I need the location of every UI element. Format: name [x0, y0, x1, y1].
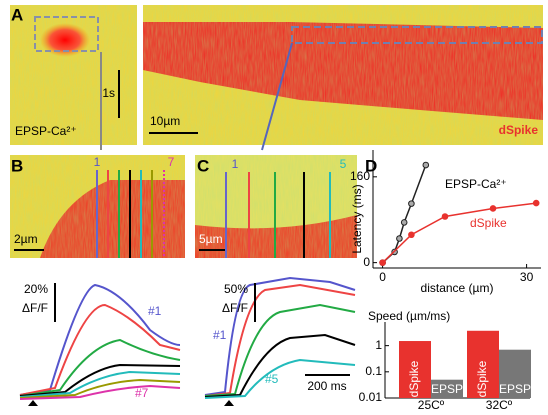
group-label: 25Cº: [418, 398, 445, 410]
traces: [19, 283, 181, 400]
trace-label: dSpike: [499, 123, 539, 137]
space-scale: 5µm: [199, 232, 223, 246]
bar-label: EPSP: [431, 382, 463, 396]
bar: [499, 349, 531, 398]
panel-b: 1 7 2µm B 20% ΔF/F #1 #7: [10, 155, 185, 406]
point: [408, 231, 415, 239]
point: [532, 199, 540, 207]
y-tick-label: 0.01: [359, 390, 383, 404]
panel-label: A: [11, 5, 23, 24]
space-scale: 2µm: [14, 232, 38, 246]
point: [379, 259, 386, 266]
panel-c: 1 5 5µm C 50% ΔF/F #1 #5 200 ms: [195, 155, 357, 406]
roi: [34, 16, 99, 52]
legend-label: EPSP-Ca²⁺: [445, 177, 507, 191]
point: [396, 235, 403, 242]
bar-label: dSpike: [407, 360, 421, 397]
time-scale: 1s: [102, 86, 115, 100]
y-tick-label: 1: [375, 338, 382, 352]
line-label: 5: [340, 157, 347, 171]
legend-label: dSpike: [470, 216, 507, 230]
time-scale: 200 ms: [307, 379, 346, 393]
point: [400, 219, 408, 226]
group-label: 32Cº: [486, 398, 513, 410]
point: [408, 200, 415, 207]
bar-label: EPSP: [499, 382, 531, 396]
y-axis-label: Latency (ms): [350, 184, 364, 253]
point: [441, 213, 449, 220]
y-tick-label: 0: [363, 255, 370, 269]
blob: [40, 23, 90, 57]
stim-marker: [224, 400, 234, 406]
lines: [225, 172, 331, 258]
panel-label: D: [365, 156, 377, 175]
traces: [204, 276, 356, 399]
line-label: 7: [168, 155, 175, 169]
stim-marker: [28, 400, 38, 406]
panel-a: 1s EPSP-Ca²⁺ A 10µm dSpike: [10, 5, 543, 151]
bar: [399, 341, 431, 398]
trace-label: #7: [135, 386, 149, 400]
x-axis-label: distance (µm): [421, 281, 494, 295]
amp-scale: 50%: [224, 282, 248, 296]
bar: [467, 330, 499, 398]
point: [489, 205, 497, 212]
y-tick-label: 0.1: [365, 364, 382, 378]
panel-label: B: [11, 156, 23, 175]
panel-label: C: [197, 156, 209, 175]
trace-label: #1: [148, 304, 162, 318]
amp-unit: ΔF/F: [22, 301, 48, 315]
charts: 0 160 0 30 distance (µm) Latency (ms) EPSP-Ca²…: [350, 150, 541, 412]
arrow: [261, 42, 293, 151]
lines: [96, 170, 165, 258]
x-tick-label: 30: [520, 270, 534, 284]
y-tick-label: 160: [350, 169, 370, 183]
amp-scale: 20%: [24, 282, 48, 296]
trace-label: #5: [265, 372, 279, 386]
series-line: [382, 202, 537, 264]
point: [422, 161, 430, 169]
chart-title: Speed (µm/ms): [368, 309, 450, 323]
trace-label: #1: [213, 328, 227, 342]
line-label: 1: [232, 157, 239, 171]
bar: [431, 379, 463, 398]
caption: EPSP-Ca²⁺: [15, 124, 77, 138]
x-tick-label: 0: [379, 270, 386, 284]
amp-unit: ΔF/F: [222, 301, 248, 315]
space-scale: 10µm: [150, 114, 180, 128]
series-line: [382, 164, 427, 264]
line-label: 1: [94, 155, 101, 169]
roi: [291, 26, 543, 44]
noise: [143, 5, 543, 145]
bar-label: dSpike: [475, 360, 489, 397]
